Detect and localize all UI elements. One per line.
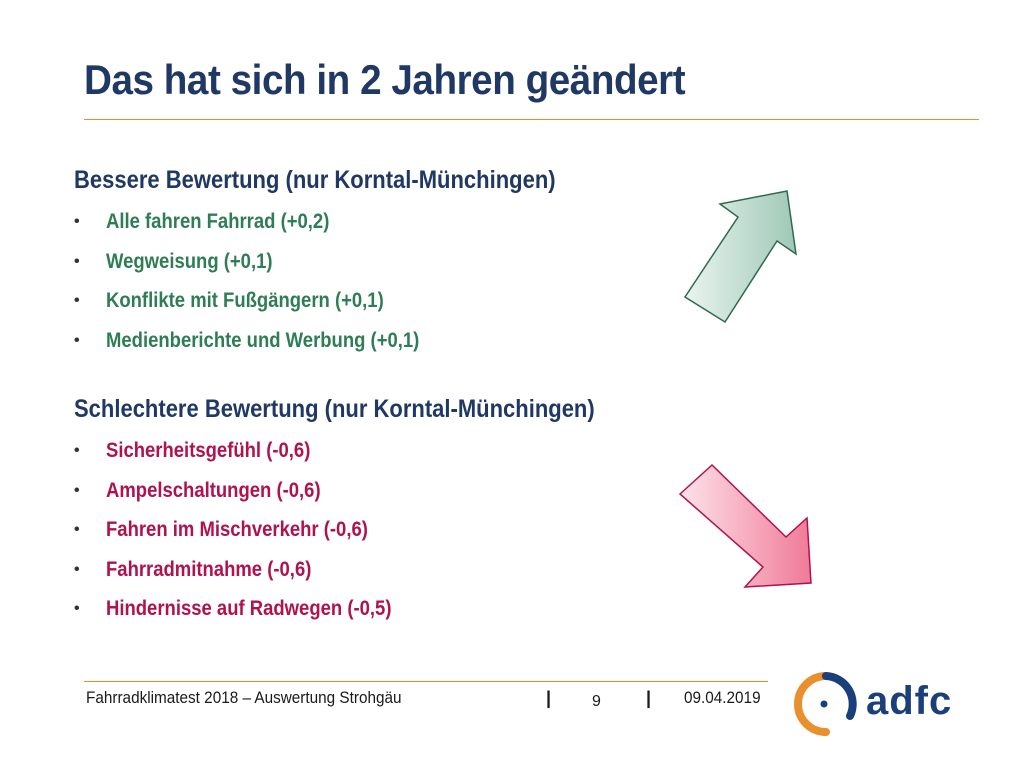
worse-heading: Schlechtere Bewertung (nur Korntal-Münch…	[74, 395, 595, 423]
slide-title: Das hat sich in 2 Jahren geändert	[84, 56, 686, 103]
footer-separator: |	[646, 688, 652, 708]
worse-item: • Ampelschaltungen (-0,6)	[74, 471, 430, 511]
bullet-icon: •	[74, 213, 80, 230]
worse-item: • Fahrradmitnahme (-0,6)	[74, 550, 430, 590]
footer-date: 09.04.2019	[684, 688, 761, 707]
adfc-logo: adfc	[794, 672, 952, 736]
page-number: 9	[592, 693, 601, 710]
better-item: • Konflikte mit Fußgängern (+0,1)	[74, 281, 462, 321]
bullet-icon: •	[74, 600, 80, 617]
footer-divider	[84, 681, 768, 682]
footer-title: Fahrradklimatest 2018 – Auswertung Stroh…	[86, 688, 402, 707]
worse-item: • Fahren im Mischverkehr (-0,6)	[74, 510, 430, 550]
better-heading: Bessere Bewertung (nur Korntal-Münchinge…	[74, 166, 556, 194]
footer-separator: |	[546, 688, 552, 708]
bullet-icon: •	[74, 331, 80, 349]
better-list: • Alle fahren Fahrrad (+0,2) • Wegweisung …	[74, 202, 462, 360]
better-item: • Medienberichte und Werbung (+0,1)	[74, 321, 462, 361]
bullet-icon: •	[74, 560, 80, 578]
bullet-icon: •	[74, 521, 80, 538]
worse-item: • Sicherheitsgefühl (-0,6)	[74, 431, 430, 471]
bullet-icon: •	[74, 252, 80, 270]
better-item: • Alle fahren Fahrrad (+0,2)	[74, 202, 462, 242]
better-item: • Wegweisung (+0,1)	[74, 242, 462, 282]
worse-item: • Hindernisse auf Radwegen (-0,5)	[74, 589, 430, 629]
arrow-down-right-icon	[678, 463, 812, 588]
arrow-up-right-icon	[683, 190, 797, 324]
bullet-icon: •	[74, 442, 80, 459]
logo-text: adfc	[866, 679, 952, 723]
bullet-icon: •	[74, 292, 80, 309]
title-divider	[84, 119, 979, 120]
worse-list: • Sicherheitsgefühl (-0,6) • Ampelschaltun…	[74, 431, 430, 629]
bullet-icon: •	[74, 481, 80, 499]
